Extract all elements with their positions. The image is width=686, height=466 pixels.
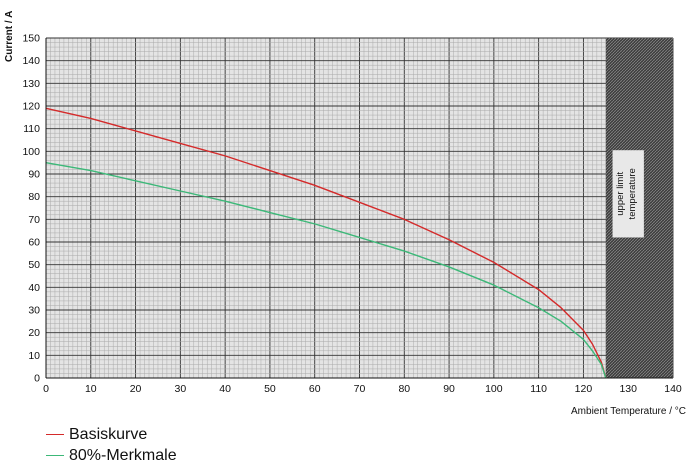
x-tick-label: 140 [664, 383, 682, 395]
y-tick-label: 70 [28, 214, 40, 226]
y-tick-label: 140 [22, 55, 40, 67]
legend: Basiskurve 80%-Merkmale [46, 424, 177, 466]
x-tick-label: 100 [485, 383, 503, 395]
series-group [45, 107, 607, 379]
x-tick-label: 0 [43, 383, 49, 395]
legend-swatch-basiskurve [46, 434, 64, 435]
y-tick-label: 60 [28, 237, 40, 249]
x-tick-label: 20 [130, 383, 142, 395]
y-tick-label: 110 [23, 123, 40, 135]
upper-limit-label-line1: upper limit [615, 172, 626, 216]
y-axis-title: Current / A [4, 11, 15, 62]
y-tick-label: 50 [28, 259, 40, 271]
x-tick-label: 80 [398, 383, 410, 395]
y-tick-label: 40 [28, 282, 40, 294]
upper-limit-region: upper limit temperature [605, 38, 673, 378]
x-tick-label: 50 [264, 383, 276, 395]
y-tick-label: 20 [28, 327, 40, 339]
series-line-80-merkmale [45, 161, 607, 379]
y-tick-label: 80 [28, 191, 40, 203]
x-tick-label: 30 [175, 383, 187, 395]
x-axis-title: Ambient Temperature / °C [571, 406, 686, 417]
tick-labels: 0 10 20 30 40 50 60 70 80 90 100 110 120 130 140 0 10 20 3… [22, 33, 681, 396]
x-tick-label: 130 [619, 383, 637, 395]
upper-limit-label-box [612, 150, 644, 238]
x-tick-label: 60 [309, 383, 321, 395]
grid [45, 37, 674, 379]
legend-label-basiskurve: Basiskurve [69, 425, 148, 443]
y-tick-label: 150 [22, 33, 40, 45]
upper-limit-label-line2: temperature [627, 168, 638, 219]
x-tick-label: 70 [354, 383, 366, 395]
x-tick-label: 110 [530, 383, 547, 395]
y-tick-label: 90 [28, 169, 40, 181]
y-tick-label: 120 [22, 101, 40, 113]
legend-label-80-merkmale: 80%-Merkmale [69, 446, 177, 464]
x-tick-label: 10 [85, 383, 97, 395]
legend-item-80-merkmale: 80%-Merkmale [46, 445, 177, 466]
y-tick-label: 100 [22, 146, 40, 158]
y-tick-label: 130 [22, 78, 40, 90]
y-tick-label: 30 [28, 305, 40, 317]
series-line-basiskurve [45, 107, 607, 379]
y-tick-label: 10 [28, 350, 40, 362]
axes [45, 38, 673, 379]
legend-swatch-80-merkmale [46, 455, 64, 456]
x-tick-label: 120 [575, 383, 593, 395]
legend-item-basiskurve: Basiskurve [46, 424, 177, 445]
x-tick-label: 90 [443, 383, 455, 395]
y-tick-label: 0 [34, 373, 40, 385]
x-tick-label: 40 [219, 383, 231, 395]
